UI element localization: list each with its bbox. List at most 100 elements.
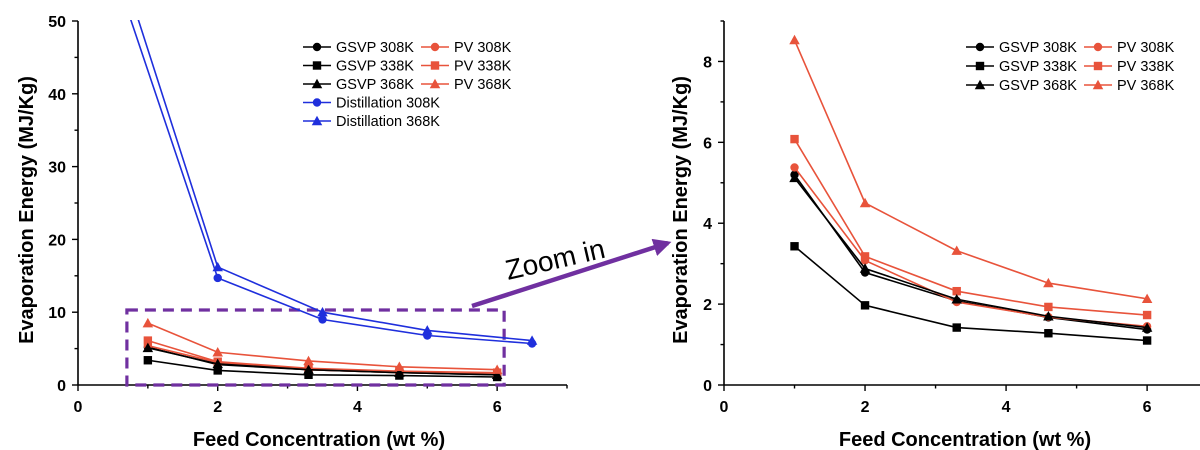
p0-data-point-gsvp-338k <box>304 370 313 380</box>
p1-data-point-pv-368k <box>1141 293 1153 304</box>
p0-data-point-gsvp-368k <box>212 358 223 369</box>
p0-data-point-distillation-368k <box>526 335 538 345</box>
p1-legend-label-pv-368k: PV 368K <box>1117 78 1175 94</box>
p1-y-tick-label: 8 <box>703 54 712 71</box>
p1-data-point-pv-368k <box>789 34 800 45</box>
p1-data-point-pv-308k <box>790 163 799 172</box>
p1-legend-marker-gsvp-368k <box>974 79 986 90</box>
p0-series-distillation-368k <box>137 20 538 345</box>
p1-data-point-pv-338k <box>1044 302 1053 312</box>
p0-plot-area <box>130 20 538 382</box>
p1-legend: GSVP 308K PV 308K GSVP 338K PV 338K GSVP 368… <box>966 40 1175 94</box>
p0-y-tick-label: 50 <box>48 14 66 31</box>
p1-data-point-gsvp-368k <box>1141 322 1153 332</box>
p1-legend-label-pv-308k: PV 308K <box>1117 40 1175 56</box>
p1-series-gsvp-338k <box>790 242 1152 345</box>
p0-legend-marker-gsvp-338k <box>312 61 322 70</box>
p0-legend-label-gsvp-368k: GSVP 368K <box>336 77 414 93</box>
p1-x-tick-label: 2 <box>861 399 870 416</box>
p0-data-point-distillation-368k <box>422 325 433 335</box>
p1-y-tick-label: 6 <box>703 135 712 152</box>
p1-series-line-pv-368k <box>793 39 1148 300</box>
p1-series-line-pv-338k <box>793 138 1148 316</box>
p1-series-line-gsvp-308k <box>793 174 1148 331</box>
p0-legend-marker-gsvp-368k <box>311 78 323 89</box>
p1-data-point-pv-368k <box>1043 277 1054 288</box>
p0-data-point-gsvp-338k <box>143 356 153 365</box>
p1-series-gsvp-308k <box>790 170 1152 334</box>
p1-data-point-pv-368k <box>951 245 962 255</box>
p0-data-point-pv-368k <box>303 355 314 366</box>
p0-data-point-distillation-368k <box>317 306 328 317</box>
p1-data-point-gsvp-368k <box>789 172 800 183</box>
p0-legend-marker-distillation-308k <box>312 98 322 107</box>
p1-x-tick-label: 4 <box>1002 399 1011 416</box>
p1-data-point-gsvp-338k <box>790 242 799 251</box>
p1-legend-label-gsvp-308k: GSVP 308K <box>999 40 1077 56</box>
p0-series-line-pv-368k <box>147 322 498 371</box>
p0-y-tick-label: 30 <box>48 160 66 177</box>
right-y-axis-title: Evaporation Energy (MJ/Kg) <box>670 76 692 344</box>
p0-data-point-gsvp-368k <box>394 367 405 377</box>
p0-legend-marker-pv-308k <box>430 42 440 52</box>
p1-legend-label-pv-338k: PV 338K <box>1117 59 1175 75</box>
p0-legend-label-pv-368k: PV 368K <box>454 77 512 93</box>
p0-data-point-pv-368k <box>142 317 154 328</box>
p0-data-point-distillation-308k <box>318 315 327 324</box>
p0-x-tick-label: 0 <box>74 399 83 416</box>
p1-data-point-pv-338k <box>1142 310 1152 320</box>
p1-data-point-gsvp-338k <box>860 301 870 310</box>
p0-legend-label-gsvp-338k: GSVP 338K <box>336 59 414 75</box>
p0-data-point-gsvp-368k <box>142 342 154 353</box>
left-chart: Evaporation Energy (MJ/Kg) Feed Concentr… <box>16 14 568 450</box>
p1-series-pv-368k <box>789 34 1153 304</box>
p0-data-point-gsvp-368k <box>491 369 503 380</box>
p1-data-point-gsvp-338k <box>952 323 961 332</box>
p0-legend-label-distillation-308k: Distillation 308K <box>336 96 440 112</box>
p0-legend-label-pv-338k: PV 338K <box>454 59 512 75</box>
p0-legend-marker-gsvp-308k <box>312 42 322 52</box>
right-chart: Evaporation Energy (MJ/Kg) Feed Concentr… <box>670 20 1200 450</box>
p1-legend-marker-gsvp-338k <box>975 61 985 71</box>
p1-data-point-pv-368k <box>859 197 871 208</box>
right-x-axis-title: Feed Concentration (wt %) <box>839 429 1091 450</box>
p0-x-tick-label: 6 <box>493 399 502 416</box>
p1-legend-marker-pv-308k <box>1093 42 1103 52</box>
zoom-arrow <box>471 238 672 309</box>
p1-plot-area <box>789 34 1153 345</box>
p1-data-point-pv-338k <box>790 134 799 144</box>
p1-y-tick-label: 2 <box>703 297 712 314</box>
p0-data-point-pv-368k <box>394 361 405 371</box>
p1-legend-label-gsvp-338k: GSVP 338K <box>999 59 1077 75</box>
p0-legend: GSVP 308K PV 308K GSVP 338K PV 338K GSVP 368… <box>303 40 512 130</box>
p0-data-point-distillation-368k <box>212 261 223 272</box>
p0-series-pv-368k <box>142 317 503 374</box>
p0-y-tick-label: 20 <box>48 232 66 249</box>
p0-y-tick-label: 0 <box>57 378 66 395</box>
p0-legend-label-distillation-368k: Distillation 368K <box>336 114 440 130</box>
zoom-annotation: Zoom in <box>471 233 672 309</box>
p0-legend-marker-pv-368k <box>429 78 441 89</box>
p0-legend-label-gsvp-308k: GSVP 308K <box>336 40 414 56</box>
p0-data-point-gsvp-368k <box>303 364 314 374</box>
p1-data-point-gsvp-368k <box>951 294 962 304</box>
p0-data-point-pv-368k <box>212 346 223 357</box>
p0-x-tick-label: 4 <box>353 399 362 416</box>
p1-legend-marker-gsvp-308k <box>975 42 985 52</box>
p1-data-point-gsvp-368k <box>859 263 871 273</box>
p0-data-point-gsvp-338k <box>213 366 222 375</box>
p1-data-point-gsvp-338k <box>1142 336 1152 345</box>
p1-series-pv-338k <box>790 134 1152 320</box>
p0-data-point-distillation-308k <box>213 273 222 283</box>
p1-y-tick-label: 4 <box>703 216 712 233</box>
p0-legend-label-pv-308k: PV 308K <box>454 40 512 56</box>
p0-legend-marker-pv-338k <box>430 61 440 70</box>
p0-y-tick-label: 10 <box>48 305 66 322</box>
p1-legend-marker-pv-368k <box>1092 79 1104 90</box>
p1-legend-label-gsvp-368k: GSVP 368K <box>999 78 1077 94</box>
p1-legend-marker-pv-338k <box>1093 61 1103 71</box>
p0-data-point-pv-338k <box>143 336 153 345</box>
p1-x-tick-label: 0 <box>720 399 729 416</box>
p1-x-tick-label: 6 <box>1143 399 1152 416</box>
